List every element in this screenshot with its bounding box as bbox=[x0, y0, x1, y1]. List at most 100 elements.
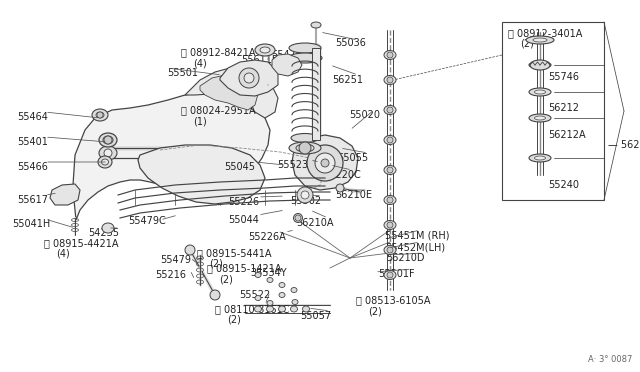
Ellipse shape bbox=[185, 245, 195, 255]
Text: (2): (2) bbox=[227, 315, 241, 325]
Circle shape bbox=[387, 167, 393, 173]
Ellipse shape bbox=[384, 106, 396, 115]
Text: 55055: 55055 bbox=[337, 153, 368, 163]
Circle shape bbox=[387, 272, 393, 278]
Text: 55479: 55479 bbox=[160, 255, 191, 265]
Ellipse shape bbox=[291, 306, 298, 312]
Text: 55501: 55501 bbox=[167, 68, 198, 78]
Circle shape bbox=[97, 112, 103, 118]
Ellipse shape bbox=[210, 290, 220, 300]
Circle shape bbox=[104, 136, 112, 144]
Ellipse shape bbox=[99, 146, 117, 160]
Text: (4): (4) bbox=[193, 58, 207, 68]
Text: 55041H: 55041H bbox=[12, 219, 51, 229]
Circle shape bbox=[295, 215, 301, 221]
Ellipse shape bbox=[384, 166, 396, 174]
Ellipse shape bbox=[311, 22, 321, 28]
Ellipse shape bbox=[98, 156, 112, 168]
Ellipse shape bbox=[529, 114, 551, 122]
Text: 55501F: 55501F bbox=[378, 269, 415, 279]
Text: 55451M (RH): 55451M (RH) bbox=[385, 230, 449, 240]
Text: 55226: 55226 bbox=[228, 197, 259, 207]
Ellipse shape bbox=[384, 196, 396, 205]
Text: 55240: 55240 bbox=[548, 180, 579, 190]
Ellipse shape bbox=[92, 109, 108, 121]
Ellipse shape bbox=[292, 299, 298, 305]
Ellipse shape bbox=[529, 61, 551, 68]
Ellipse shape bbox=[303, 306, 310, 312]
Text: 55452M(LH): 55452M(LH) bbox=[385, 242, 445, 252]
Text: 55563I: 55563I bbox=[242, 80, 276, 90]
Text: 55522: 55522 bbox=[239, 290, 270, 300]
Bar bbox=[312, 48, 320, 140]
Circle shape bbox=[307, 145, 343, 181]
Text: 55057: 55057 bbox=[300, 311, 331, 321]
Text: ⓦ 08915-1421A: ⓦ 08915-1421A bbox=[207, 263, 282, 273]
Circle shape bbox=[315, 153, 335, 173]
Text: 56220C: 56220C bbox=[323, 170, 361, 180]
Ellipse shape bbox=[384, 270, 396, 279]
Ellipse shape bbox=[255, 306, 262, 312]
Polygon shape bbox=[138, 145, 265, 204]
Ellipse shape bbox=[289, 142, 321, 154]
Ellipse shape bbox=[384, 51, 396, 60]
Circle shape bbox=[297, 187, 313, 203]
Text: 56210D: 56210D bbox=[386, 253, 424, 263]
Ellipse shape bbox=[384, 135, 396, 144]
Text: Ⓝ 08912-8421A: Ⓝ 08912-8421A bbox=[181, 47, 255, 57]
Ellipse shape bbox=[534, 156, 545, 160]
Text: (2): (2) bbox=[520, 39, 534, 49]
Ellipse shape bbox=[102, 223, 114, 233]
Circle shape bbox=[387, 137, 393, 143]
Ellipse shape bbox=[103, 136, 113, 144]
Text: 56210A: 56210A bbox=[296, 218, 333, 228]
Ellipse shape bbox=[296, 144, 314, 152]
Text: — 56210K: — 56210K bbox=[608, 140, 640, 150]
Ellipse shape bbox=[291, 134, 319, 142]
Ellipse shape bbox=[534, 116, 545, 120]
Ellipse shape bbox=[384, 221, 396, 230]
Ellipse shape bbox=[279, 292, 285, 298]
Text: 55502: 55502 bbox=[290, 196, 321, 206]
Ellipse shape bbox=[61, 192, 69, 198]
Text: 55036: 55036 bbox=[335, 38, 366, 48]
Text: 56212A: 56212A bbox=[548, 130, 586, 140]
Text: 55746: 55746 bbox=[548, 72, 579, 82]
Polygon shape bbox=[292, 135, 358, 190]
Ellipse shape bbox=[260, 47, 270, 53]
Text: 55479A: 55479A bbox=[271, 50, 308, 60]
Text: (2): (2) bbox=[209, 259, 223, 269]
Ellipse shape bbox=[255, 273, 261, 278]
Text: (2): (2) bbox=[219, 274, 233, 284]
Ellipse shape bbox=[102, 159, 109, 165]
Ellipse shape bbox=[289, 43, 321, 53]
Polygon shape bbox=[73, 90, 270, 220]
Circle shape bbox=[387, 52, 393, 58]
Polygon shape bbox=[220, 60, 278, 96]
Ellipse shape bbox=[294, 214, 303, 222]
Text: 55020: 55020 bbox=[349, 110, 380, 120]
Text: 36534Y: 36534Y bbox=[250, 268, 287, 278]
Ellipse shape bbox=[288, 53, 322, 63]
Text: ⓦ 08915-5441A: ⓦ 08915-5441A bbox=[197, 248, 271, 258]
Polygon shape bbox=[200, 75, 258, 110]
Text: 56212: 56212 bbox=[548, 103, 579, 113]
Circle shape bbox=[387, 222, 393, 228]
Text: Ⓑ 08110-8161C: Ⓑ 08110-8161C bbox=[215, 304, 289, 314]
Ellipse shape bbox=[255, 295, 261, 301]
Text: 55045: 55045 bbox=[224, 162, 255, 172]
Text: 55466: 55466 bbox=[17, 162, 48, 172]
Polygon shape bbox=[185, 68, 278, 118]
Text: A· 3° 0087: A· 3° 0087 bbox=[588, 355, 632, 364]
Ellipse shape bbox=[104, 149, 112, 157]
Ellipse shape bbox=[255, 44, 275, 56]
Ellipse shape bbox=[266, 306, 273, 312]
Ellipse shape bbox=[526, 36, 554, 44]
Text: Ⓢ 08513-6105A: Ⓢ 08513-6105A bbox=[356, 295, 431, 305]
Ellipse shape bbox=[530, 60, 550, 70]
Ellipse shape bbox=[529, 88, 551, 96]
Ellipse shape bbox=[267, 301, 273, 305]
Text: ⓦ 08915-4421A: ⓦ 08915-4421A bbox=[44, 238, 118, 248]
Circle shape bbox=[244, 73, 254, 83]
Ellipse shape bbox=[533, 38, 547, 42]
